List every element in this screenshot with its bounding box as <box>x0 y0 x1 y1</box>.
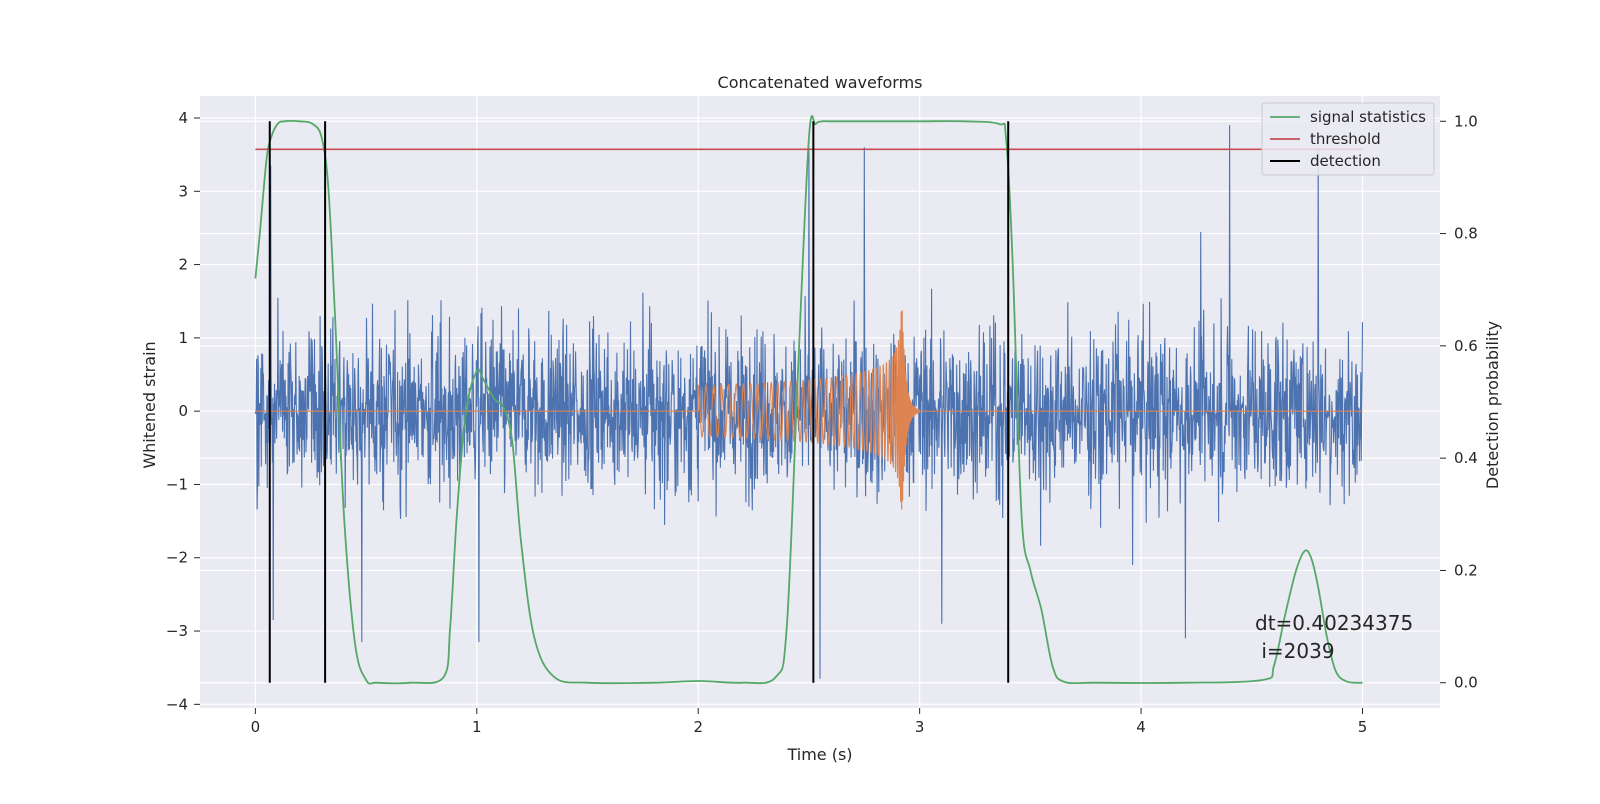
y-tick-label: −1 <box>166 475 188 493</box>
y-tick-label: 0 <box>178 402 188 420</box>
signal-series <box>255 310 1363 510</box>
y-tick-label: −3 <box>166 622 188 640</box>
x-tick-label: 4 <box>1136 718 1146 736</box>
annotation-i: i=2039 <box>1255 639 1335 663</box>
legend-label-statistics: signal statistics <box>1310 108 1426 126</box>
x-axis-label: Time (s) <box>786 745 852 764</box>
statistics-line <box>254 115 1363 685</box>
signal-line <box>255 310 1363 510</box>
y-tick-label: 4 <box>178 109 188 127</box>
y-axis-label: Whitened strain <box>140 341 159 468</box>
chart-title: Concatenated waveforms <box>718 73 923 92</box>
y2-tick-label: 0.0 <box>1454 674 1478 692</box>
legend: signal statistics threshold detection <box>1261 102 1435 176</box>
x-tick-label: 2 <box>693 718 703 736</box>
y-tick-label: −4 <box>166 695 188 713</box>
y2-tick-label: 0.2 <box>1454 561 1478 579</box>
y2-axis-label: Detection probability <box>1483 321 1502 489</box>
y2-tick-label: 1.0 <box>1454 112 1478 130</box>
tick-labels: 0 1 2 3 4 5 −4 −3 −2 −1 0 1 2 3 4 0.0 0.2 0.4 0.6 0.8 1.0 <box>166 109 1478 736</box>
legend-label-detection: detection <box>1310 152 1381 170</box>
x-tick-label: 3 <box>915 718 925 736</box>
annotation-dt: dt=0.40234375 <box>1255 611 1413 635</box>
y-tick-label: −2 <box>166 549 188 567</box>
y2-tick-label: 0.8 <box>1454 225 1478 243</box>
x-tick-label: 1 <box>472 718 482 736</box>
y-tick-label: 1 <box>178 329 188 347</box>
x-tick-label: 5 <box>1358 718 1368 736</box>
y-tick-label: 2 <box>178 256 188 274</box>
y2-tick-label: 0.4 <box>1454 449 1478 467</box>
legend-label-threshold: threshold <box>1310 130 1381 148</box>
y-tick-label: 3 <box>178 182 188 200</box>
y2-tick-label: 0.6 <box>1454 337 1478 355</box>
detection-series <box>268 121 1010 683</box>
statistics-series <box>254 115 1363 685</box>
x-tick-label: 0 <box>251 718 261 736</box>
legend-box <box>1261 102 1435 176</box>
